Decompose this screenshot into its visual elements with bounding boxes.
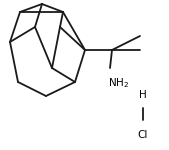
Text: Cl: Cl [138,130,148,140]
Text: H: H [139,90,147,100]
Text: NH$_2$: NH$_2$ [108,76,129,90]
